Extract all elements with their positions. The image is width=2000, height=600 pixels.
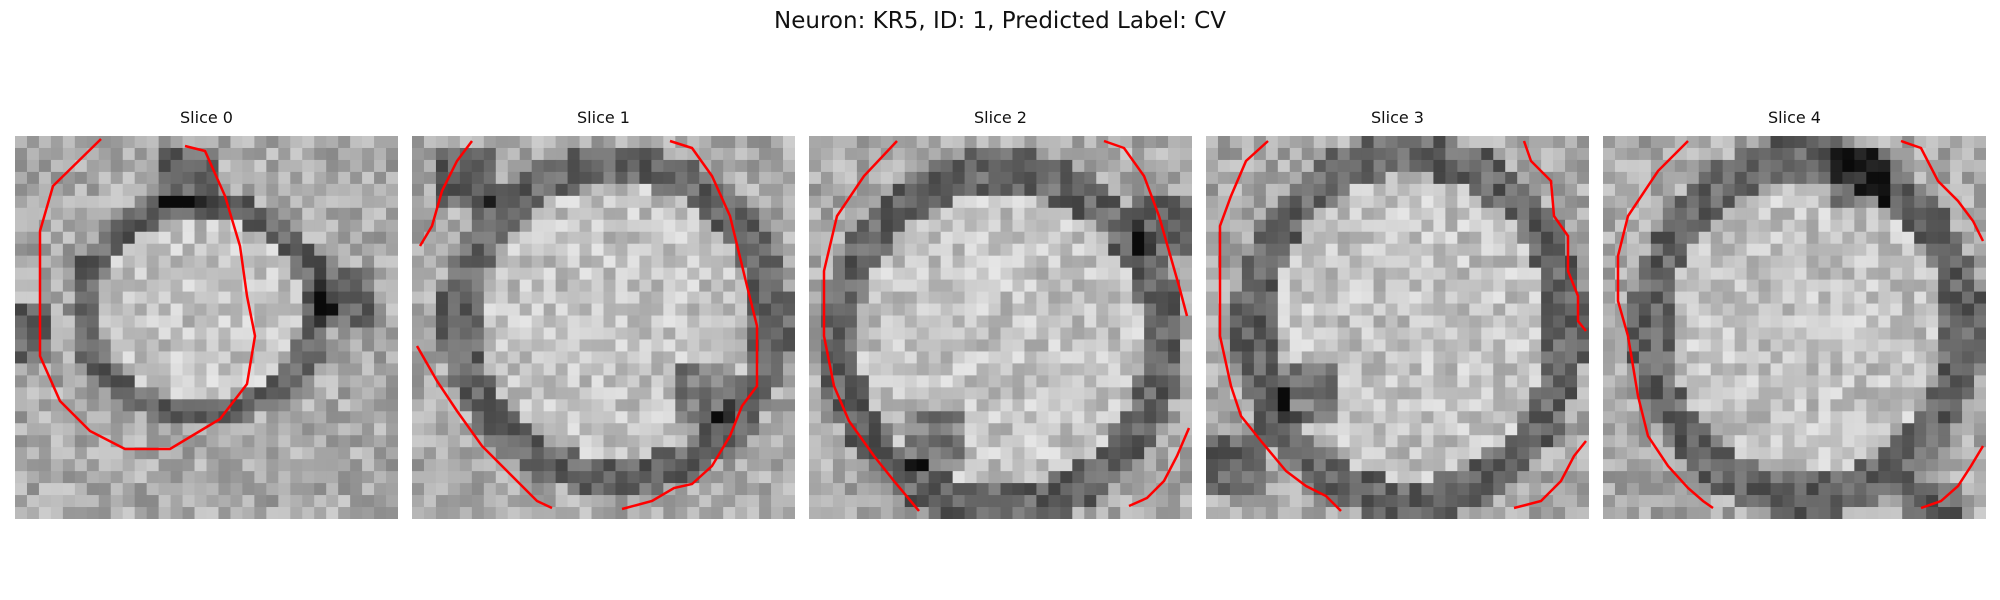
contour-line-bottom-right bbox=[1920, 445, 1985, 510]
slice-title-4: Slice 4 bbox=[1768, 108, 1821, 127]
contour-line-bottom-right bbox=[1513, 440, 1587, 510]
slice-image-3 bbox=[1206, 136, 1589, 519]
pixel-grid-2 bbox=[809, 136, 1192, 519]
contour-line-right bbox=[621, 139, 759, 511]
slice-image-4 bbox=[1603, 136, 1986, 519]
slice-image-2 bbox=[809, 136, 1192, 519]
figure-title: Neuron: KR5, ID: 1, Predicted Label: CV bbox=[774, 8, 1226, 34]
slice-image-1 bbox=[412, 136, 795, 519]
contour-line-left bbox=[822, 140, 920, 512]
contour-line-bottom bbox=[415, 345, 553, 510]
slice-title-3: Slice 3 bbox=[1371, 108, 1424, 127]
contour-line-left bbox=[1218, 140, 1342, 512]
contour-line-right bbox=[1522, 140, 1587, 332]
slice-title-2: Slice 2 bbox=[974, 108, 1027, 127]
slice-image-0 bbox=[15, 136, 398, 519]
contour-line-right bbox=[1103, 139, 1189, 317]
contour-line-right bbox=[1900, 139, 1985, 242]
pixel-grid-0 bbox=[15, 136, 398, 519]
slice-title-0: Slice 0 bbox=[180, 108, 233, 127]
contour-line-left bbox=[418, 140, 473, 247]
contour-line-bottom-right bbox=[1128, 427, 1191, 508]
pixel-grid-1 bbox=[412, 136, 795, 519]
slice-title-1: Slice 1 bbox=[577, 108, 630, 127]
pixel-grid-3 bbox=[1206, 136, 1589, 519]
contour-line-left bbox=[1616, 140, 1714, 510]
pixel-grid-4 bbox=[1603, 136, 1986, 519]
contour-line bbox=[38, 138, 257, 451]
